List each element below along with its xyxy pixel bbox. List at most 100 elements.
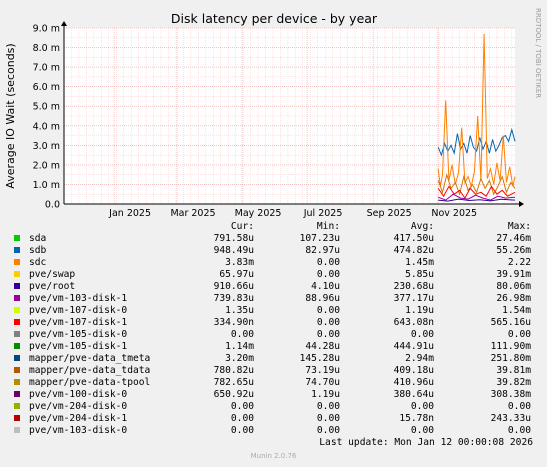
- legend-series-name: pve/vm-204-disk-0: [29, 401, 128, 412]
- x-tick-labels: Jan 2025 Mar 2025 May 2025 Jul 2025 Sep 2025…: [108, 208, 477, 219]
- legend-series-name: pve/vm-105-disk-1: [29, 341, 128, 352]
- series-line: [437, 172, 516, 196]
- y-tick-label: 0.0: [45, 200, 60, 211]
- legend-min-value: 0.00: [316, 413, 340, 424]
- legend-max-value: 308.38m: [490, 389, 531, 400]
- legend-cur-value: 3.83m: [225, 257, 254, 268]
- legend-row: sdb 948.49u 82.97u 474.82u 55.26m: [12, 245, 531, 257]
- legend-avg-value: 417.50u: [393, 233, 434, 244]
- legend-min-value: 82.97u: [305, 245, 340, 256]
- legend-series-name: sdc: [29, 257, 47, 268]
- x-tick-label: Mar 2025: [170, 208, 215, 219]
- legend-min-value: 0.00: [316, 257, 340, 268]
- legend-min-value: 4.10u: [311, 281, 340, 292]
- legend-min-value: 145.28u: [299, 353, 340, 364]
- legend-series-name: pve/root: [29, 281, 76, 292]
- y-tick-label: 7.0 m: [33, 63, 60, 74]
- legend-series-name: sdb: [29, 245, 47, 256]
- legend-row: pve/root 910.66u 4.10u 230.68u 80.06m: [12, 281, 531, 293]
- legend-swatch: [14, 391, 20, 397]
- legend-series-name: pve/vm-204-disk-1: [29, 413, 128, 424]
- x-tick-label: Sep 2025: [367, 208, 412, 219]
- x-tick-label: Jan 2025: [108, 208, 151, 219]
- legend-swatch: [14, 271, 20, 277]
- munin-version-text: Munin 2.0.76: [250, 452, 297, 460]
- legend-cur-value: 1.14m: [225, 341, 254, 352]
- legend-max-value: 27.46m: [496, 233, 531, 244]
- legend-row: sda 791.58u 107.23u 417.50u 27.46m: [12, 233, 531, 245]
- legend-max-value: 39.91m: [496, 269, 531, 280]
- legend-min-value: 0.00: [316, 425, 340, 436]
- rrdtool-side-label: RRDTOOL / TOBI OETIKER: [534, 8, 542, 98]
- legend-max-value: 39.81m: [496, 365, 531, 376]
- legend-row: pve/vm-105-disk-1 1.14m 44.28u 444.91u 111.9…: [12, 341, 531, 353]
- legend-cur-value: 1.35u: [225, 305, 254, 316]
- legend-swatch: [14, 235, 20, 241]
- legend-avg-value: 1.19u: [405, 305, 434, 316]
- legend-avg-value: 0.00: [410, 401, 434, 412]
- legend-avg-value: 230.68u: [393, 281, 434, 292]
- y-tick-label: 1.0 m: [33, 180, 60, 191]
- legend-row: pve/vm-103-disk-1 739.83u 88.96u 377.17u 26.…: [12, 293, 531, 305]
- legend-body: sda 791.58u 107.23u 417.50u 27.46m sdb 948.49u…: [12, 233, 531, 437]
- series-line: [437, 127, 516, 157]
- legend-cur-value: 65.97u: [219, 269, 254, 280]
- legend-cur-value: 0.00: [230, 329, 254, 340]
- legend-avg-value: 643.08n: [393, 317, 434, 328]
- series-line: [438, 193, 516, 201]
- legend-row: pve/swap 65.97u 0.00 5.85u 39.91m: [12, 269, 531, 281]
- legend-min-value: 0.00: [316, 305, 340, 316]
- legend-avg-value: 474.82u: [393, 245, 434, 256]
- last-update-text: Last update: Mon Jan 12 00:00:08 2026: [319, 437, 533, 448]
- x-tick-label: May 2025: [235, 208, 282, 219]
- legend-row: pve/vm-100-disk-0 650.92u 1.19u 380.64u 308.…: [12, 389, 531, 401]
- legend-min-value: 73.19u: [305, 365, 340, 376]
- legend-min-value: 88.96u: [305, 293, 340, 304]
- legend-swatch: [14, 427, 20, 433]
- legend-header-min: Min:: [316, 221, 340, 232]
- legend-cur-value: 948.49u: [213, 245, 254, 256]
- legend-max-value: 39.82m: [496, 377, 531, 388]
- legend-max-value: 565.16u: [490, 317, 531, 328]
- series-line: [437, 33, 516, 189]
- legend-series-name: sda: [29, 233, 47, 244]
- legend-swatch: [14, 283, 20, 289]
- x-tick-label: Jul 2025: [303, 208, 343, 219]
- legend-swatch: [14, 367, 20, 373]
- legend-cur-value: 739.83u: [213, 293, 254, 304]
- legend-avg-value: 5.85u: [405, 269, 434, 280]
- legend-cur-value: 0.00: [230, 401, 254, 412]
- legend-avg-value: 0.00: [410, 329, 434, 340]
- legend-max-value: 0.00: [507, 401, 531, 412]
- legend-swatch: [14, 247, 20, 253]
- grid: [64, 27, 515, 205]
- y-tick-label: 3.0 m: [33, 141, 60, 152]
- y-tick-label: 4.0 m: [33, 121, 60, 132]
- legend-min-value: 0.00: [316, 317, 340, 328]
- legend-max-value: 251.80m: [490, 353, 531, 364]
- legend-max-value: 55.26m: [496, 245, 531, 256]
- legend-cur-value: 910.66u: [213, 281, 254, 292]
- legend-max-value: 2.22: [507, 257, 531, 268]
- legend-avg-value: 2.94m: [405, 353, 434, 364]
- legend-avg-value: 0.00: [410, 425, 434, 436]
- legend-row: pve/vm-103-disk-0 0.00 0.00 0.00 0.00: [12, 425, 531, 437]
- legend-max-value: 243.33u: [490, 413, 531, 424]
- legend-cur-value: 0.00: [230, 425, 254, 436]
- legend-avg-value: 15.78n: [399, 413, 434, 424]
- legend-cur-value: 782.65u: [213, 377, 254, 388]
- legend-max-value: 111.90m: [490, 341, 531, 352]
- legend-cur-value: 334.90n: [213, 317, 254, 328]
- legend-swatch: [14, 379, 20, 385]
- legend-series-name: pve/vm-107-disk-0: [29, 305, 128, 316]
- legend-avg-value: 444.91u: [393, 341, 434, 352]
- legend-row: mapper/pve-data_tdata 780.82u 73.19u 409.18…: [12, 365, 531, 377]
- legend-series-name: pve/vm-100-disk-0: [29, 389, 128, 400]
- legend-header-row: Cur: Min: Avg: Max:: [12, 221, 531, 233]
- series-line: [437, 185, 516, 200]
- legend-max-value: 1.54m: [502, 305, 531, 316]
- legend-min-value: 0.00: [316, 269, 340, 280]
- legend-min-value: 44.28u: [305, 341, 340, 352]
- legend-swatch: [14, 355, 20, 361]
